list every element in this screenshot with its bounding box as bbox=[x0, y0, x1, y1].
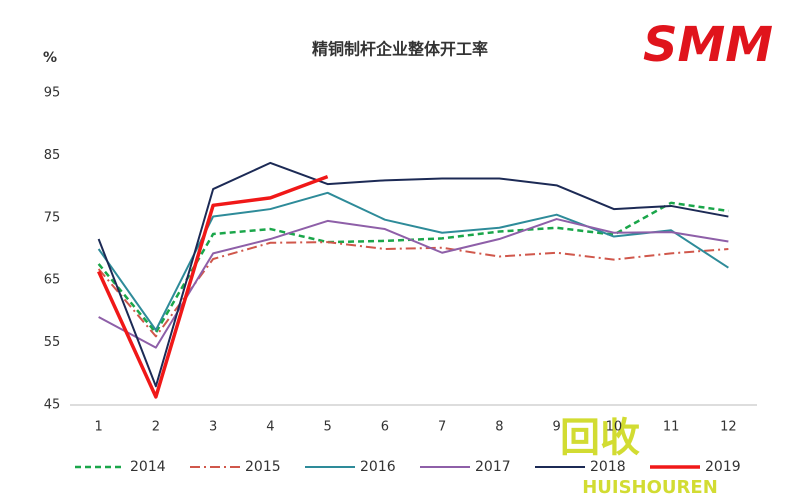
y-tick-label: 75 bbox=[44, 210, 61, 225]
x-tick-label: 11 bbox=[663, 420, 680, 435]
series-line bbox=[98, 218, 729, 349]
series-line bbox=[97, 241, 729, 338]
legend-label: 2017 bbox=[475, 459, 511, 475]
y-unit: % bbox=[43, 50, 57, 66]
legend-label: 2018 bbox=[590, 459, 626, 475]
x-tick-label: 2 bbox=[152, 420, 160, 435]
y-tick-label: 55 bbox=[44, 335, 61, 350]
x-tick-label: 10 bbox=[606, 420, 623, 435]
legend-label: 2015 bbox=[245, 459, 281, 475]
series-line bbox=[97, 201, 729, 334]
x-tick-label: 6 bbox=[381, 420, 389, 435]
x-tick-label: 9 bbox=[552, 420, 560, 435]
watermark-text: HUISHOUREN bbox=[582, 477, 718, 498]
x-tick-label: 7 bbox=[438, 420, 446, 435]
legend-label: 2019 bbox=[705, 459, 741, 475]
logo: SMM bbox=[643, 17, 773, 73]
series-line bbox=[97, 174, 329, 399]
legend-label: 2014 bbox=[130, 459, 166, 475]
y-tick-label: 65 bbox=[44, 273, 61, 288]
y-tick-label: 45 bbox=[44, 398, 61, 413]
x-tick-label: 5 bbox=[323, 420, 331, 435]
x-tick-label: 1 bbox=[94, 420, 102, 435]
watermark-icon: 回收 bbox=[560, 415, 640, 461]
chart-title: 精铜制杆企业整体开工率 bbox=[312, 40, 488, 59]
series-line bbox=[97, 161, 729, 388]
legend-label: 2016 bbox=[360, 459, 396, 475]
x-tick-label: 8 bbox=[495, 420, 503, 435]
y-tick-label: 95 bbox=[44, 86, 61, 101]
x-tick-label: 3 bbox=[209, 420, 217, 435]
x-tick-label: 12 bbox=[720, 420, 737, 435]
y-tick-label: 85 bbox=[44, 148, 61, 163]
x-tick-label: 4 bbox=[266, 420, 274, 435]
